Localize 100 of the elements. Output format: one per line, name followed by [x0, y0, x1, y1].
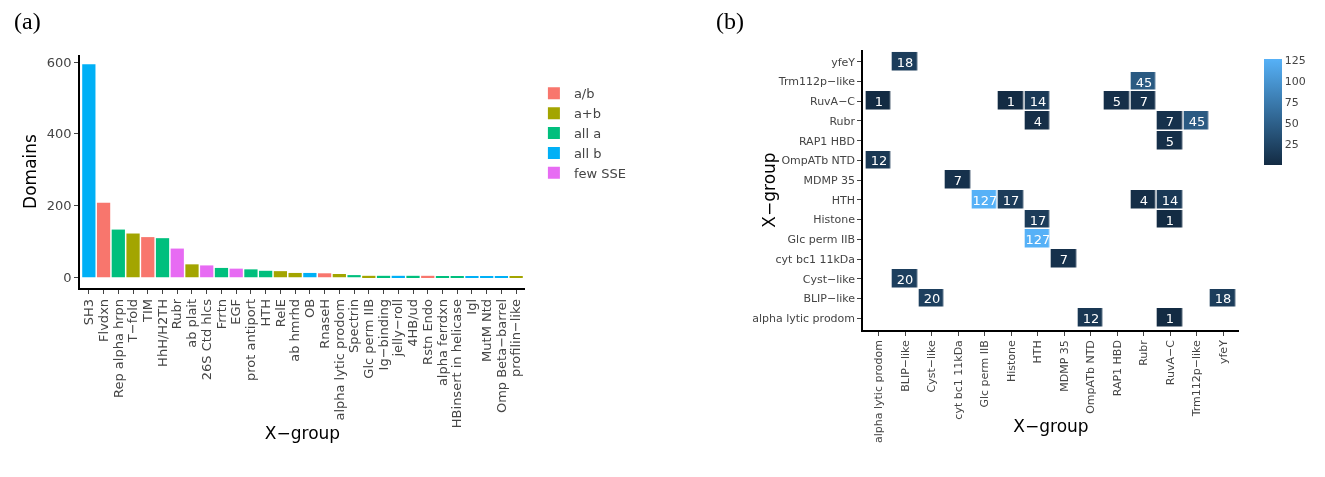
data-label: 1 — [1165, 310, 1175, 326]
color-bar-label: 125 — [1284, 54, 1306, 68]
x-tick-label: ab hmrhd — [287, 298, 303, 362]
chart-title: (a) — [14, 8, 41, 34]
x-tick-label: Trm112p−like — [1190, 339, 1204, 418]
legend-label: a+b — [573, 106, 602, 122]
bar — [362, 275, 376, 278]
y-tick-label: Rubr — [829, 114, 856, 128]
data-label: 12 — [1082, 310, 1100, 326]
x-tick-label: RAP1 HBD — [1110, 340, 1124, 397]
legend-label: few SSE — [573, 165, 626, 181]
data-label: 18 — [1214, 290, 1232, 306]
x-tick-label: RnaseH — [316, 298, 332, 349]
data-label: 7 — [1165, 113, 1175, 129]
data-label: 127 — [1025, 231, 1051, 247]
data-label: 17 — [1029, 212, 1047, 228]
y-tick-label: cyt bc1 11kDa — [775, 252, 856, 266]
bar — [141, 237, 155, 278]
x-tick-label: Cyst−like — [925, 339, 939, 393]
data-label: 4 — [1033, 113, 1043, 129]
y-tick-label: 200 — [46, 198, 72, 214]
data-label: 7 — [1059, 251, 1069, 267]
bar — [303, 272, 317, 278]
x-tick-label: RelE — [272, 298, 288, 328]
bar — [214, 267, 229, 278]
bar — [376, 275, 391, 278]
y-axis-title: Domains — [19, 133, 40, 209]
legend-label: all a — [573, 126, 602, 142]
x-tick-label: Igl — [464, 298, 480, 315]
x-tick-label: OB — [302, 298, 318, 319]
x-tick-label: Glc perm IIB — [978, 340, 992, 408]
data-label: 1 — [1165, 212, 1175, 228]
color-bar-label: 100 — [1284, 75, 1306, 89]
x-tick-label: ab plait — [184, 298, 200, 348]
data-label: 7 — [1139, 93, 1149, 109]
bar — [347, 275, 361, 278]
x-tick-label: MDMP 35 — [1057, 340, 1071, 392]
x-tick-label: BLIP−like — [898, 339, 912, 392]
data-label: 5 — [1112, 93, 1122, 109]
bar — [185, 264, 199, 278]
y-tick-label: Histone — [813, 213, 856, 227]
y-tick-label: Trm112p−like — [777, 75, 856, 89]
data-label: 127 — [972, 192, 998, 208]
x-tick-label: alpha lytic prodom — [331, 298, 347, 421]
y-tick-label: Glc perm IIB — [787, 233, 856, 247]
data-label: 5 — [1165, 133, 1175, 149]
color-bar-label: 75 — [1284, 96, 1299, 110]
y-axis-title: X−group — [759, 152, 780, 228]
x-tick-label: Histone — [1004, 339, 1018, 382]
bar — [126, 233, 140, 278]
bar — [200, 265, 214, 278]
data-label: 12 — [870, 152, 888, 168]
x-tick-label: HBinsert in helicase — [449, 298, 465, 429]
bar — [229, 268, 243, 278]
y-tick-label: MDMP 35 — [803, 173, 856, 187]
bar — [96, 202, 111, 278]
x-tick-label: Omp Beta−barrel — [493, 298, 509, 414]
data-label: 4 — [1139, 192, 1149, 208]
data-label: 7 — [953, 172, 963, 188]
y-tick-label: RuvA−C — [809, 95, 856, 109]
x-tick-label: HTH — [257, 298, 273, 327]
bar — [155, 238, 170, 278]
data-label: 14 — [1161, 192, 1179, 208]
y-tick-label: yfeY — [831, 55, 856, 69]
x-axis-title: X−group — [264, 422, 341, 443]
color-bar-label: 25 — [1284, 138, 1299, 152]
bar — [406, 275, 420, 278]
bar — [421, 275, 435, 278]
x-tick-label: Ig−binding — [375, 298, 391, 371]
data-label: 45 — [1188, 113, 1206, 129]
data-label: 17 — [1002, 192, 1020, 208]
x-tick-label: Glc perm IIB — [361, 298, 377, 379]
x-tick-label: profilin−like — [508, 298, 524, 378]
x-tick-label: EGF — [228, 298, 244, 325]
legend-label: all b — [573, 146, 602, 162]
bar — [391, 275, 405, 278]
x-tick-label: yfeY — [1216, 339, 1230, 365]
x-tick-label: cyt bc1 11kDa — [951, 340, 965, 420]
x-tick-label: HTH — [1031, 340, 1045, 364]
data-label: 20 — [923, 290, 941, 306]
x-tick-label: prot antiport — [243, 298, 259, 382]
x-tick-label: Frrtn — [213, 298, 229, 330]
data-label: 18 — [896, 54, 914, 70]
data-label: 14 — [1029, 93, 1047, 109]
x-tick-label: Rubr — [1137, 339, 1151, 366]
x-tick-label: OmpATb NTD — [1084, 340, 1098, 414]
x-tick-label: RuvA−C — [1163, 339, 1177, 386]
data-label: 20 — [896, 271, 914, 287]
x-axis-title: X−group — [1013, 415, 1089, 436]
x-tick-label: SH3 — [81, 298, 97, 326]
x-tick-label: T−fold — [125, 298, 141, 344]
data-label: 1 — [1006, 93, 1016, 109]
chart-title: (b) — [716, 8, 744, 34]
x-tick-label: jelly−roll — [390, 298, 406, 358]
y-tick-label: RAP1 HBD — [798, 134, 856, 148]
bar — [170, 248, 184, 278]
data-label: 1 — [874, 93, 884, 109]
bar — [332, 274, 346, 278]
legend-label: a/b — [573, 86, 595, 102]
x-tick-label: Rstn Endo — [419, 298, 435, 365]
